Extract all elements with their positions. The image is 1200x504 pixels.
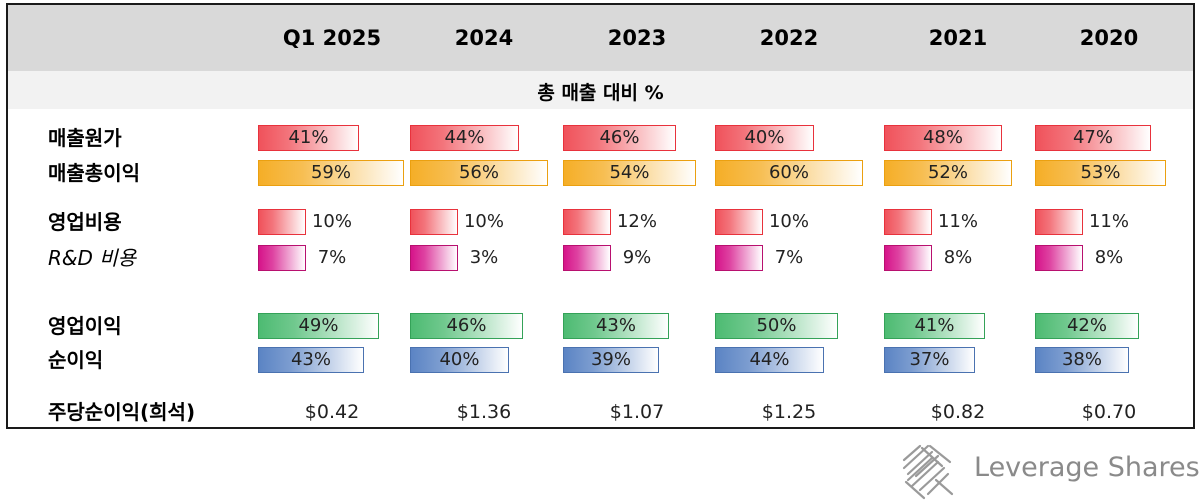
value-label-1-1: 56% [458, 162, 499, 183]
value-label-5-2: 39% [590, 349, 631, 370]
bar-0-5 [1035, 125, 1151, 151]
value-label-1-4: 52% [927, 162, 968, 183]
value-label-4-5: 42% [1066, 315, 1107, 336]
bar-1-0 [258, 160, 404, 186]
table-subtitle: 총 매출 대비 % [537, 82, 664, 104]
bar-0-2 [563, 125, 676, 151]
value-label-0-2: 46% [599, 127, 640, 148]
bar-5-1 [410, 347, 509, 373]
bar-4-4 [884, 313, 985, 339]
bar-0-1 [410, 125, 519, 151]
eps-value-1: $1.36 [456, 401, 512, 423]
bar-1-1 [410, 160, 548, 186]
value-label-5-0: 43% [290, 349, 331, 370]
value-label-0-0: 41% [288, 127, 329, 148]
column-header-1: 2024 [454, 26, 514, 50]
leverage-shares-logo-icon [902, 444, 954, 500]
eps-value-3: $1.25 [761, 401, 817, 423]
row-label-3: R&D 비용 [48, 246, 137, 270]
subtitle-band [8, 71, 1193, 109]
bar-3-5 [1035, 245, 1083, 271]
value-label-5-4: 37% [909, 349, 950, 370]
row-label-2: 영업비용 [48, 210, 122, 234]
value-label-5-1: 40% [439, 349, 480, 370]
value-label-3-0: 7% [317, 247, 347, 268]
header-band [8, 5, 1193, 71]
value-label-2-4: 11% [937, 211, 978, 232]
value-label-2-0: 10% [311, 211, 352, 232]
bar-4-5 [1035, 313, 1139, 339]
row-label-0: 매출원가 [48, 126, 122, 150]
value-label-3-3: 7% [774, 247, 804, 268]
bar-2-2 [563, 209, 611, 235]
eps-value-0: $0.42 [304, 401, 360, 423]
bar-3-0 [258, 245, 306, 271]
eps-value-5: $0.70 [1081, 401, 1137, 423]
column-header-2: 2023 [607, 26, 667, 50]
bar-4-3 [715, 313, 838, 339]
bar-5-2 [563, 347, 659, 373]
value-label-0-4: 48% [922, 127, 963, 148]
bar-5-5 [1035, 347, 1129, 373]
brand-name: Leverage Shares [974, 452, 1200, 483]
bar-1-5 [1035, 160, 1166, 186]
value-label-2-2: 12% [616, 211, 657, 232]
value-label-1-0: 59% [310, 162, 351, 183]
eps-value-4: $0.82 [930, 401, 986, 423]
bar-3-2 [563, 245, 611, 271]
bar-2-1 [410, 209, 458, 235]
value-label-4-1: 46% [446, 315, 487, 336]
bar-2-5 [1035, 209, 1083, 235]
column-header-0: Q1 2025 [282, 26, 382, 50]
value-label-2-1: 10% [463, 211, 504, 232]
value-label-5-5: 38% [1061, 349, 1102, 370]
row-label-eps: 주당순이익(희석) [48, 400, 196, 424]
row-label-4: 영업이익 [48, 314, 122, 338]
value-label-2-3: 10% [768, 211, 809, 232]
bar-5-3 [715, 347, 824, 373]
value-label-0-5: 47% [1072, 127, 1113, 148]
column-header-4: 2021 [928, 26, 988, 50]
bar-2-4 [884, 209, 932, 235]
value-label-3-4: 8% [943, 247, 973, 268]
value-label-3-2: 9% [622, 247, 652, 268]
value-label-3-1: 3% [469, 247, 499, 268]
bar-3-4 [884, 245, 932, 271]
bar-5-4 [884, 347, 975, 373]
bar-4-0 [258, 313, 379, 339]
value-label-4-3: 50% [756, 315, 797, 336]
bar-5-0 [258, 347, 364, 373]
value-label-1-2: 54% [609, 162, 650, 183]
value-label-4-0: 49% [298, 315, 339, 336]
value-label-5-3: 44% [749, 349, 790, 370]
value-label-0-3: 40% [744, 127, 785, 148]
bar-4-1 [410, 313, 523, 339]
data-table-panel: 총 매출 대비 % 매출원가 41% 44% 46% 40% 48% 47% 매출총이익 59%… [6, 3, 1195, 429]
bar-0-0 [258, 125, 359, 151]
bar-0-4 [884, 125, 1002, 151]
bar-3-1 [410, 245, 458, 271]
eps-value-2: $1.07 [609, 401, 665, 423]
row-label-5: 순이익 [48, 348, 104, 372]
value-label-4-2: 43% [595, 315, 636, 336]
bar-1-2 [563, 160, 696, 186]
value-label-0-1: 44% [444, 127, 485, 148]
bar-2-3 [715, 209, 763, 235]
bar-1-4 [884, 160, 1012, 186]
bar-4-2 [563, 313, 669, 339]
value-label-3-5: 8% [1094, 247, 1124, 268]
column-header-3: 2022 [759, 26, 819, 50]
bar-0-3 [715, 125, 814, 151]
column-header-5: 2020 [1079, 26, 1139, 50]
row-label-1: 매출총이익 [48, 161, 140, 185]
brand-logo: Leverage Shares [898, 440, 1200, 500]
bar-1-3 [715, 160, 863, 186]
bar-2-0 [258, 209, 306, 235]
value-label-1-5: 53% [1080, 162, 1121, 183]
value-label-1-3: 60% [768, 162, 809, 183]
value-label-2-5: 11% [1088, 211, 1129, 232]
value-label-4-4: 41% [914, 315, 955, 336]
bar-3-3 [715, 245, 763, 271]
